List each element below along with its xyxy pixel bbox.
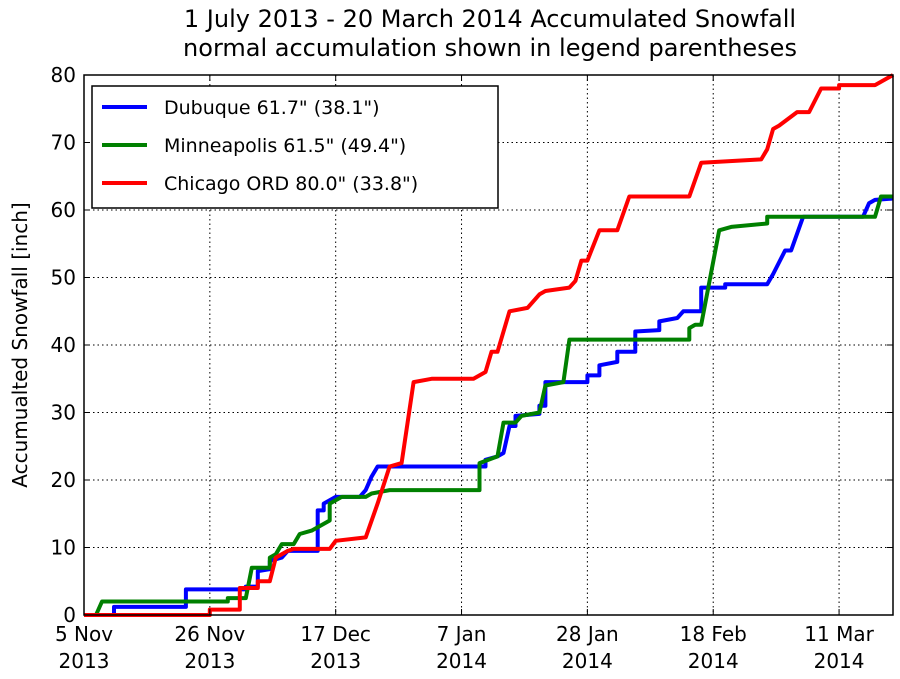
y-tick-label: 70 [51,131,76,155]
y-tick-label: 0 [63,603,76,627]
series-line-chicago [84,73,894,617]
y-axis-label: Accumualted Snowfall [inch] [8,202,32,487]
axis-ticks: 0 10 20 30 40 50 60 70 80 5 Nov 2013 26 Nov 2013 17 D… [51,63,893,673]
series-line-minneapolis [84,194,893,617]
x-tick-label-year: 2013 [184,649,235,673]
y-tick-label: 20 [51,468,76,492]
x-tick-label-year: 2013 [59,649,110,673]
legend-box [91,85,499,209]
x-tick-label: 17 Dec [300,622,371,646]
legend-entry-dubuque: Dubuque 61.7" (38.1") [164,97,380,119]
series-line-dubuque [84,196,894,617]
x-tick-label-year: 2014 [814,649,865,673]
x-tick-label: 18 Feb [680,622,747,646]
legend-entry-chicago: Chicago ORD 80.0" (33.8") [164,173,418,195]
y-tick-label: 80 [51,63,76,87]
y-tick-label: 50 [51,266,76,290]
x-tick-label: 5 Nov [55,622,113,646]
chart-title-line1: 1 July 2013 - 20 March 2014 Accumulated … [184,5,796,33]
legend: Dubuque 61.7" (38.1") Minneapolis 61.5" (… [91,85,499,209]
x-tick-label-year: 2014 [562,649,613,673]
x-tick-label: 26 Nov [174,622,245,646]
x-tick-label-year: 2013 [310,649,361,673]
x-tick-label: 11 Mar [804,622,874,646]
chart-title-line2: normal accumulation shown in legend pare… [183,34,797,62]
y-tick-label: 60 [51,198,76,222]
x-tick-label: 28 Jan [556,622,619,646]
x-tick-label: 7 Jan [437,622,487,646]
y-tick-label: 40 [51,333,76,357]
y-tick-label: 10 [51,536,76,560]
x-tick-label-year: 2014 [688,649,739,673]
series-lines [84,73,894,617]
x-tick-label-year: 2014 [436,649,487,673]
legend-entry-minneapolis: Minneapolis 61.5" (49.4") [164,135,406,157]
y-tick-label: 30 [51,401,76,425]
